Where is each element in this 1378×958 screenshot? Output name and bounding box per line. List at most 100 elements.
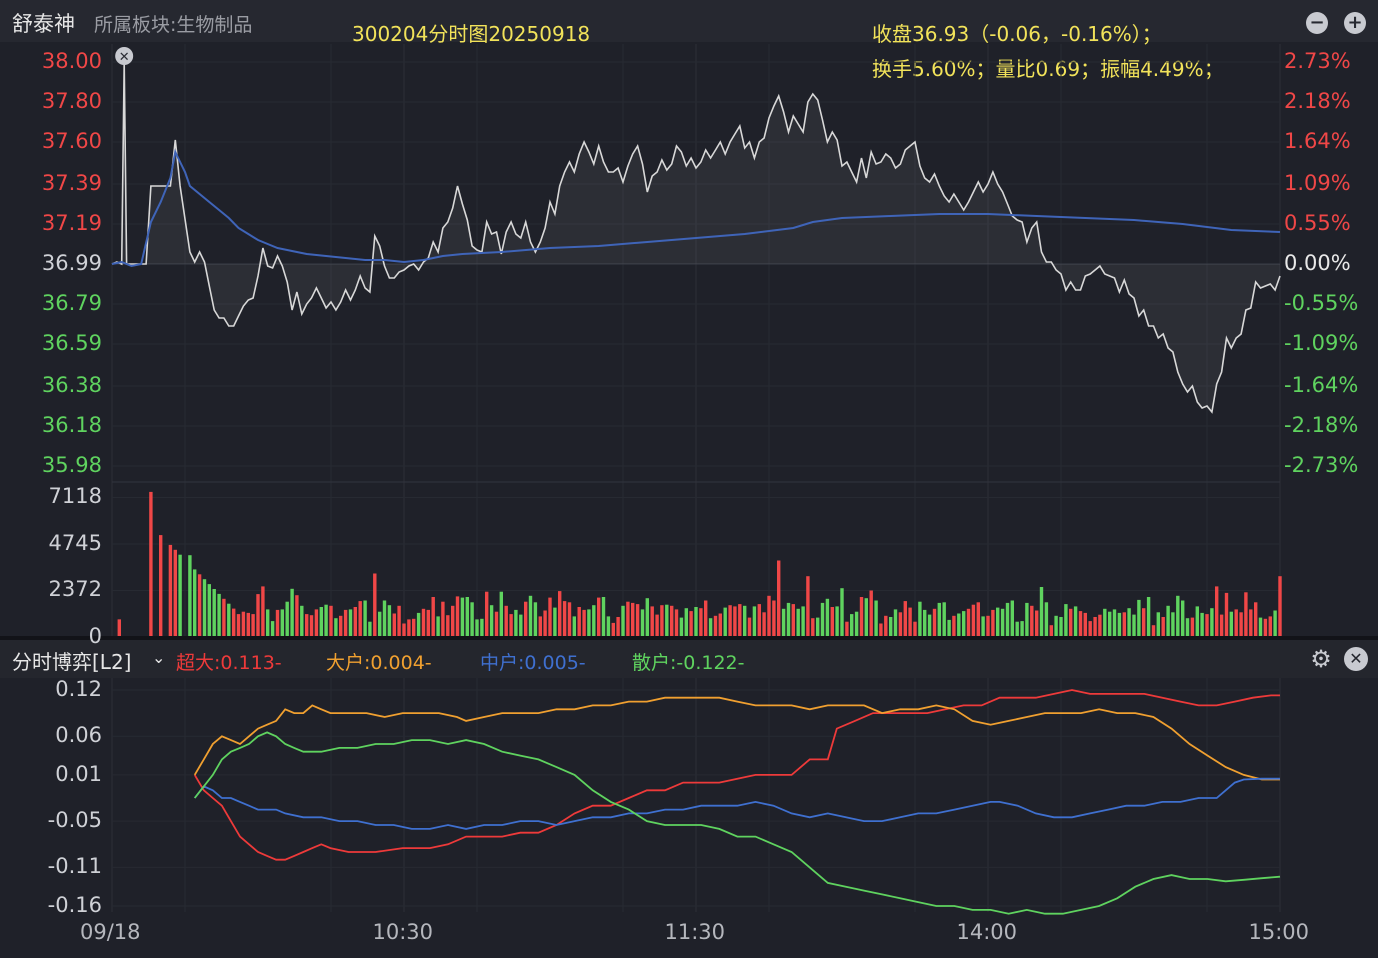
volume-bar: [957, 613, 961, 637]
volume-bar: [869, 590, 873, 637]
volume-bar: [592, 605, 596, 637]
volume-bar: [470, 602, 474, 637]
volume-bar: [616, 617, 620, 637]
volume-bar: [923, 609, 927, 637]
volume-bar: [650, 606, 654, 637]
volume-bar: [314, 609, 319, 637]
percent-axis-label: 0.55%: [1284, 211, 1351, 235]
chevron-down-icon[interactable]: ⌄: [152, 648, 166, 667]
volume-bar: [431, 597, 435, 637]
volume-bar: [227, 603, 231, 637]
game-line-large: [193, 696, 1280, 781]
volume-axis-label: 4745: [48, 530, 102, 555]
volume-bar: [1166, 605, 1170, 637]
game-axis-label: 0.01: [55, 761, 102, 786]
volume-bar: [1000, 608, 1005, 637]
sector-label[interactable]: 所属板块:生物制品: [94, 14, 253, 36]
volume-bar: [117, 619, 121, 637]
volume-bar: [407, 619, 411, 637]
volume-bar: [465, 597, 469, 637]
volume-bar: [689, 611, 693, 637]
volume-bar: [1108, 611, 1112, 637]
volume-bar: [942, 602, 946, 637]
price-axis-label: 36.59: [41, 331, 102, 355]
maximize-icon[interactable]: +: [1344, 12, 1366, 34]
volume-bar: [752, 606, 757, 637]
volume-bar: [791, 604, 795, 637]
volume-bar: [387, 605, 392, 637]
volume-bar: [723, 607, 727, 637]
volume-axis-label: 2372: [48, 577, 102, 602]
volume-bar: [986, 615, 990, 637]
volume-bar: [1015, 621, 1019, 637]
volume-bar: [509, 614, 513, 637]
volume-bar: [519, 614, 523, 637]
volume-bar: [256, 594, 260, 637]
volume-bar: [1176, 595, 1180, 637]
volume-bar: [1239, 612, 1243, 637]
volume-bar: [1268, 616, 1272, 637]
gear-icon[interactable]: ⚙: [1310, 645, 1332, 673]
volume-bar: [1020, 621, 1024, 637]
percent-axis-label: -2.73%: [1284, 453, 1359, 477]
volume-bar: [1273, 610, 1277, 637]
game-panel-header: 分时博弈[L2] ⌄ 超大:0.113- 大户:0.004- 中户:0.005-…: [0, 640, 1378, 678]
volume-bar: [835, 606, 839, 637]
close-marker-glyph: ✕: [119, 50, 130, 65]
game-line-retail: [193, 731, 1281, 915]
volume-bar: [884, 615, 888, 637]
volume-bar: [1093, 617, 1097, 637]
volume-bar: [932, 608, 937, 637]
volume-bar: [197, 574, 202, 637]
volume-bar: [577, 607, 581, 637]
volume-bar: [670, 605, 674, 637]
volume-bar: [562, 601, 567, 637]
game-panel-title[interactable]: 分时博弈[L2]: [12, 650, 132, 674]
volume-bar: [1059, 617, 1063, 637]
volume-bar: [762, 612, 766, 637]
volume-bar: [601, 597, 606, 637]
close-summary: 收盘36.93（-0.06，-0.16%）；: [872, 22, 1162, 46]
volume-bar: [611, 622, 615, 637]
time-axis-label: 09/18: [80, 920, 141, 944]
volume-bar: [1083, 612, 1087, 637]
volume-bar: [241, 611, 246, 637]
volume-bar: [674, 609, 679, 637]
volume-bar: [188, 555, 192, 637]
volume-bar: [976, 602, 980, 637]
volume-bar: [1142, 608, 1146, 637]
volume-bar: [728, 605, 732, 637]
volume-bar: [1122, 612, 1126, 637]
volume-bar: [358, 601, 362, 637]
volume-bar: [962, 611, 966, 637]
volume-bar: [455, 596, 460, 637]
volume-bar: [854, 611, 859, 637]
volume-bar: [1039, 587, 1044, 637]
volume-bar: [217, 593, 221, 637]
volume-bar: [635, 604, 640, 637]
volume-bar: [679, 617, 684, 637]
volume-bar: [660, 605, 664, 637]
volume-bar: [319, 607, 323, 637]
volume-bar: [159, 535, 163, 637]
volume-bar: [903, 601, 907, 637]
volume-bar: [572, 616, 576, 637]
volume-bar: [412, 618, 416, 637]
volume-bar: [811, 618, 815, 637]
close-icon[interactable]: ✕: [1344, 647, 1368, 671]
volume-bar: [786, 602, 791, 637]
volume-bar: [232, 608, 236, 637]
volume-bar: [382, 600, 387, 637]
volume-bar: [820, 602, 825, 637]
volume-axis-label: 7118: [48, 484, 102, 509]
volume-bar: [655, 614, 659, 637]
volume-bar: [558, 591, 562, 637]
volume-bar: [981, 616, 985, 637]
volume-bar: [747, 617, 752, 637]
volume-bar: [840, 588, 844, 637]
minimize-icon[interactable]: −: [1306, 12, 1328, 34]
percent-axis-label: 1.09%: [1284, 171, 1351, 195]
volume-bar: [339, 615, 343, 637]
volume-bar: [334, 618, 338, 637]
